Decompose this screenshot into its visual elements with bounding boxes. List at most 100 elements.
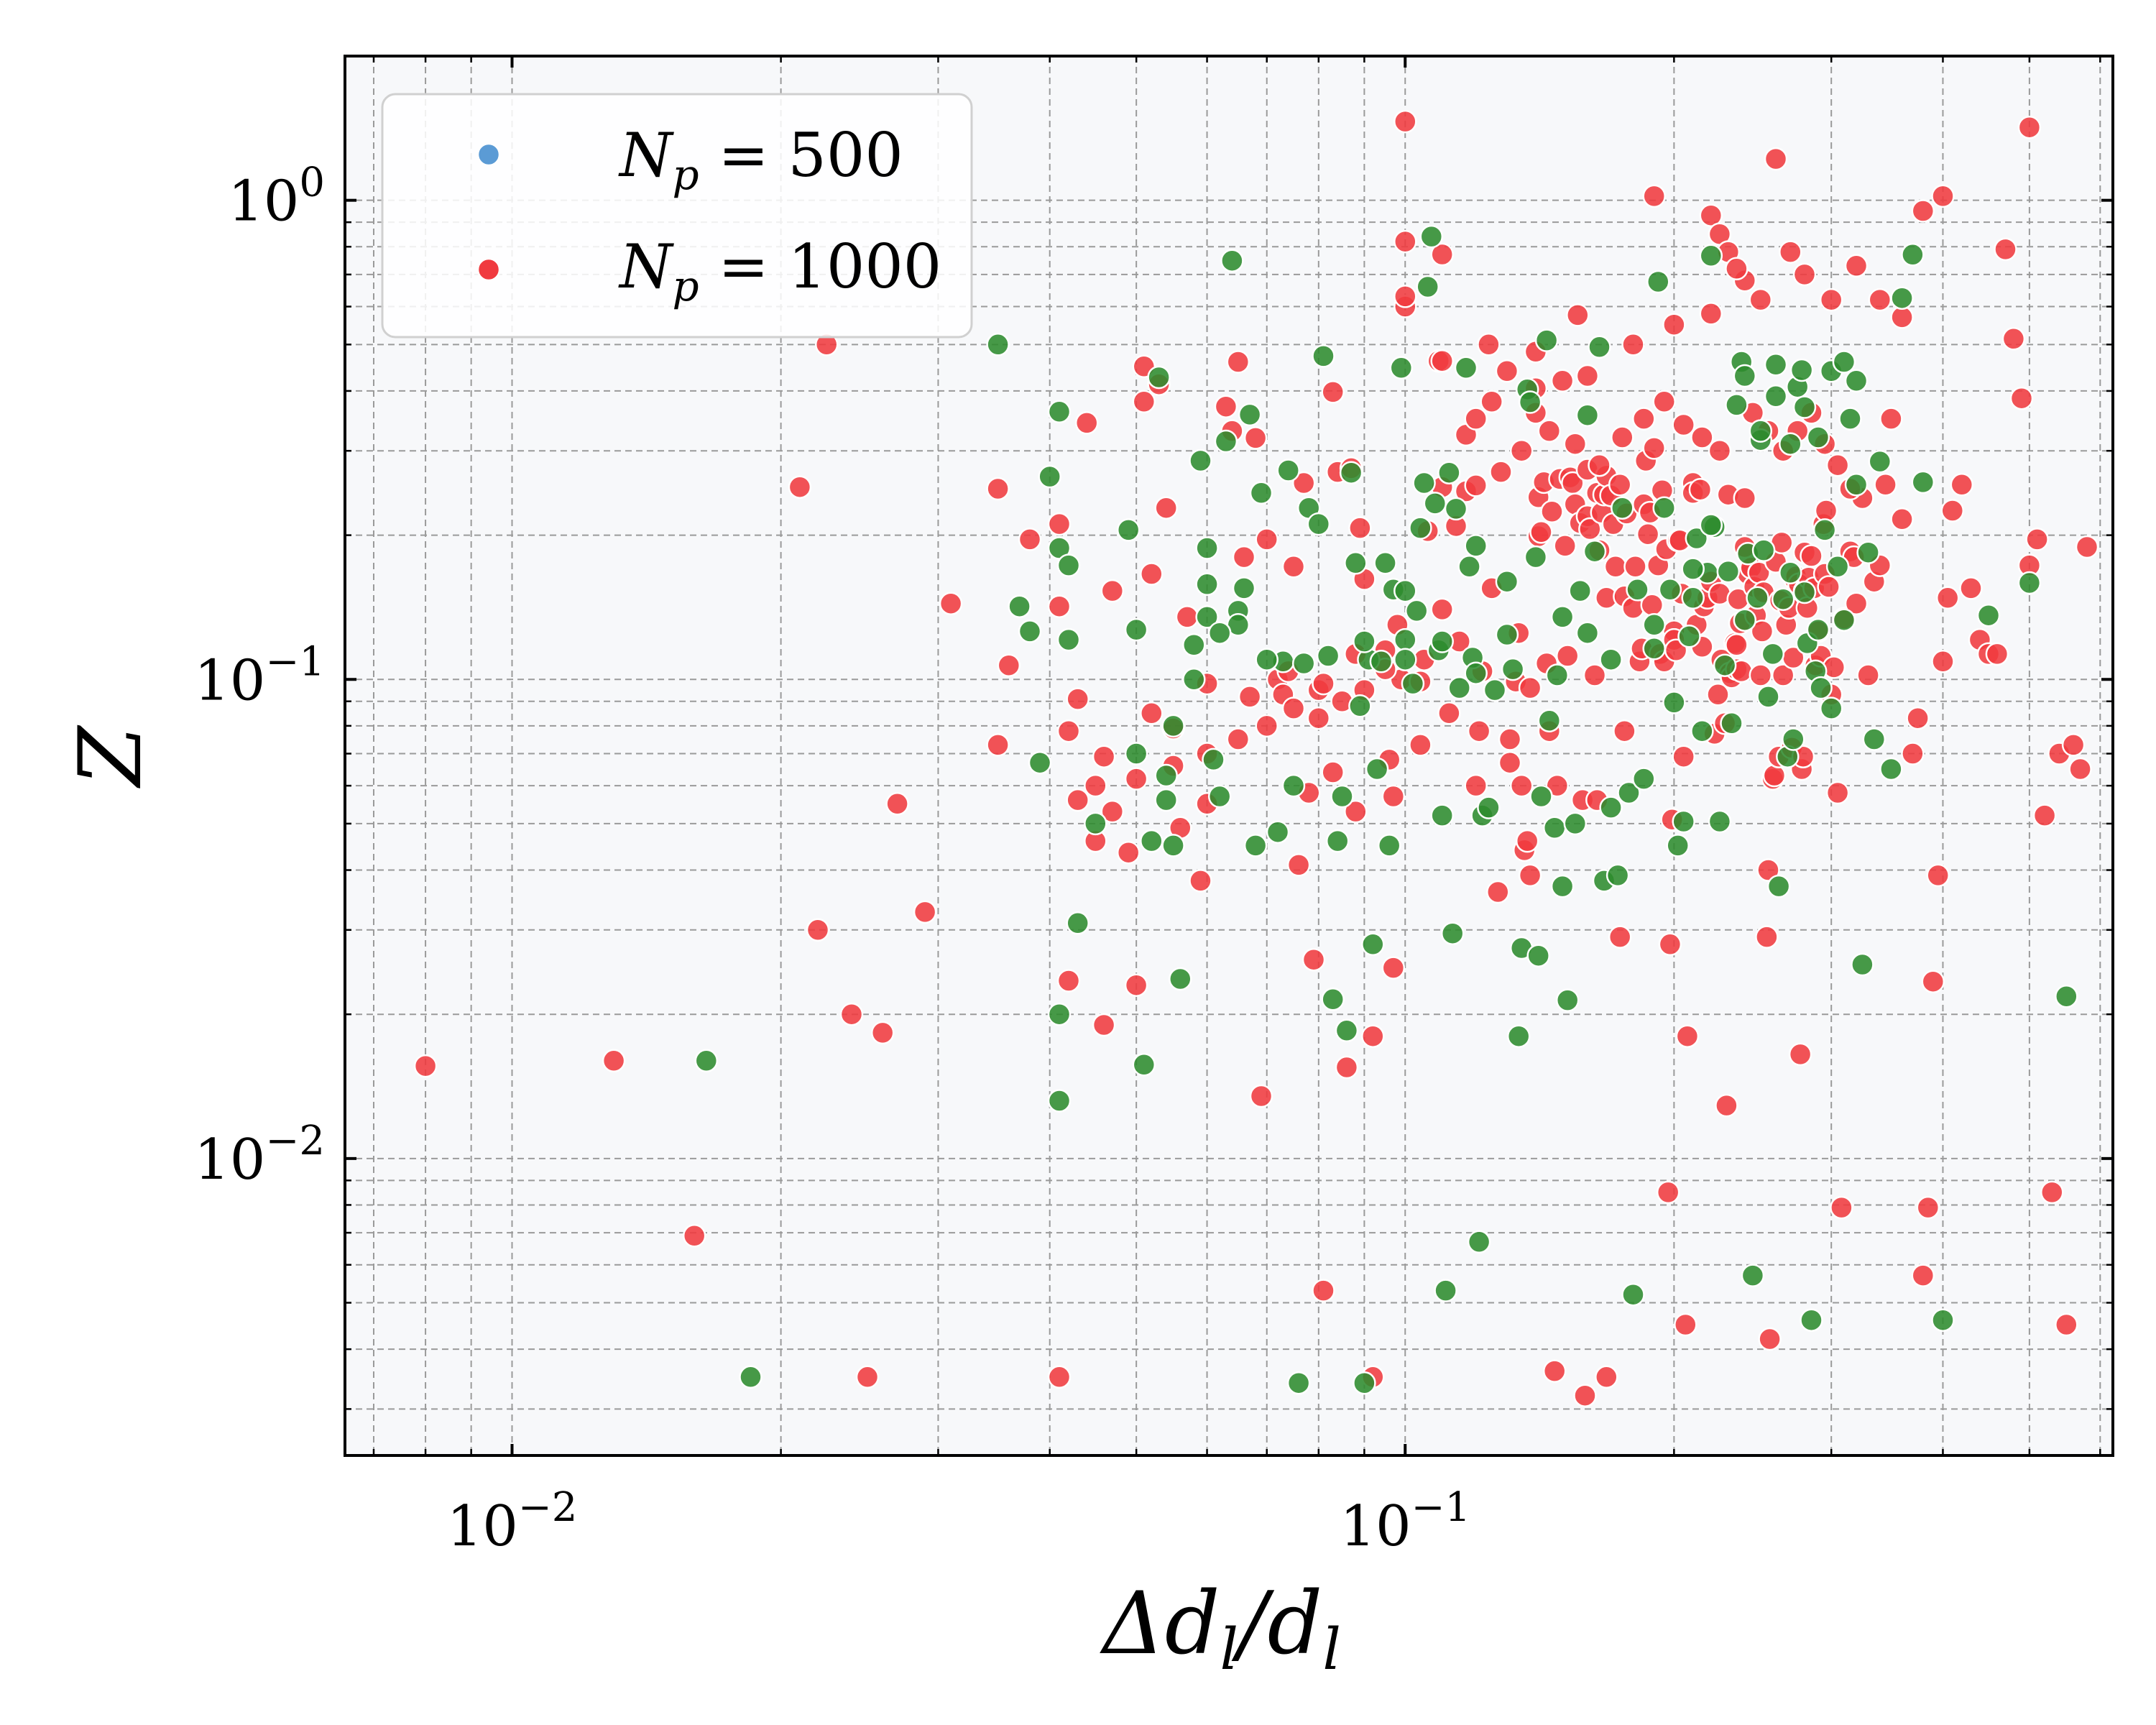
data-point	[1321, 988, 1345, 1011]
data-point	[1771, 663, 1795, 687]
data-point	[1373, 551, 1397, 575]
data-point	[1220, 249, 1244, 272]
data-point	[1437, 702, 1461, 725]
data-point	[739, 1365, 763, 1389]
data-point	[1779, 240, 1802, 264]
data-point	[986, 733, 1010, 757]
data-point	[1662, 313, 1686, 336]
data-point	[870, 1021, 895, 1045]
data-point	[1393, 229, 1417, 254]
data-point	[1348, 516, 1372, 540]
data-point	[1825, 781, 1850, 805]
data-point	[1674, 1312, 1697, 1337]
data-point	[1529, 784, 1553, 809]
plot-frame	[344, 55, 2114, 1457]
data-point	[1430, 349, 1454, 373]
legend-label-np500: Np = 500	[618, 120, 903, 199]
data-point	[1047, 1002, 1072, 1026]
data-point	[1047, 512, 1072, 536]
data-point	[1140, 562, 1164, 586]
data-point	[1844, 254, 1869, 278]
data-point	[1100, 579, 1125, 603]
data-point	[1509, 438, 1534, 463]
data-point	[1434, 1279, 1457, 1302]
data-point	[1658, 932, 1682, 957]
data-point	[1430, 630, 1454, 653]
data-point	[1725, 633, 1749, 657]
data-point	[1312, 671, 1335, 696]
data-point	[1344, 799, 1368, 824]
data-point	[1666, 834, 1690, 857]
data-point	[1467, 719, 1491, 743]
data-point	[1764, 353, 1788, 377]
data-point	[1779, 432, 1802, 456]
data-point	[1720, 712, 1743, 735]
data-point	[1321, 380, 1345, 404]
data-point	[1361, 932, 1385, 957]
data-point	[1733, 608, 1757, 632]
data-point	[1147, 365, 1171, 390]
data-point	[1243, 834, 1268, 857]
data-point	[806, 918, 830, 942]
y-tick-label: 10−2	[194, 1118, 325, 1192]
x-tick-label: 10−2	[447, 1484, 578, 1559]
data-point	[1658, 578, 1682, 602]
data-point	[1699, 513, 1723, 537]
data-point	[1124, 742, 1148, 765]
data-point	[1154, 788, 1178, 812]
data-point	[1868, 288, 1892, 312]
data-point	[1249, 481, 1273, 505]
data-point	[1447, 676, 1471, 700]
data-point	[1255, 714, 1279, 738]
data-point	[1369, 650, 1393, 673]
data-point	[1950, 473, 1974, 497]
data-point	[1161, 834, 1185, 857]
data-point	[1489, 460, 1513, 484]
data-point	[855, 1365, 880, 1389]
data-point	[1074, 411, 1099, 435]
data-point	[1495, 622, 1519, 647]
data-point	[1690, 719, 1714, 743]
data-point	[2068, 757, 2092, 781]
data-point	[1056, 719, 1081, 743]
data-point	[1207, 784, 1232, 809]
data-point	[1243, 426, 1268, 450]
data-point	[1792, 395, 1817, 419]
data-point	[1800, 544, 1823, 568]
data-point	[1779, 561, 1802, 585]
data-point	[1092, 1013, 1116, 1037]
data-point	[1255, 648, 1279, 671]
data-point	[1916, 1195, 1940, 1220]
data-point	[1124, 973, 1148, 997]
data-point	[682, 1224, 706, 1248]
data-point	[1681, 557, 1705, 581]
data-point	[1563, 811, 1588, 836]
data-point	[1321, 760, 1345, 784]
data-point	[1771, 587, 1795, 611]
data-point	[1124, 767, 1148, 791]
data-point	[1832, 350, 1856, 374]
data-point	[1825, 555, 1850, 579]
data-point	[913, 900, 937, 924]
data-point	[1189, 869, 1212, 893]
legend-box	[381, 93, 973, 339]
data-point	[1286, 853, 1311, 877]
data-point	[1047, 1365, 1072, 1389]
data-point	[1506, 1024, 1531, 1048]
data-point	[1617, 781, 1641, 805]
data-point	[1047, 400, 1072, 424]
data-point	[1550, 369, 1575, 393]
data-point	[1335, 1018, 1359, 1043]
data-point	[1856, 663, 1880, 687]
data-point	[1312, 344, 1335, 368]
data-point	[1685, 526, 1709, 551]
data-point	[1573, 1384, 1597, 1407]
data-point	[1806, 426, 1830, 449]
data-point	[1066, 911, 1089, 935]
data-point	[1353, 1371, 1376, 1395]
data-point	[1553, 534, 1577, 558]
data-point	[1401, 671, 1425, 696]
data-point	[1976, 603, 2001, 627]
data-point	[1518, 390, 1542, 414]
data-point	[1430, 804, 1454, 827]
